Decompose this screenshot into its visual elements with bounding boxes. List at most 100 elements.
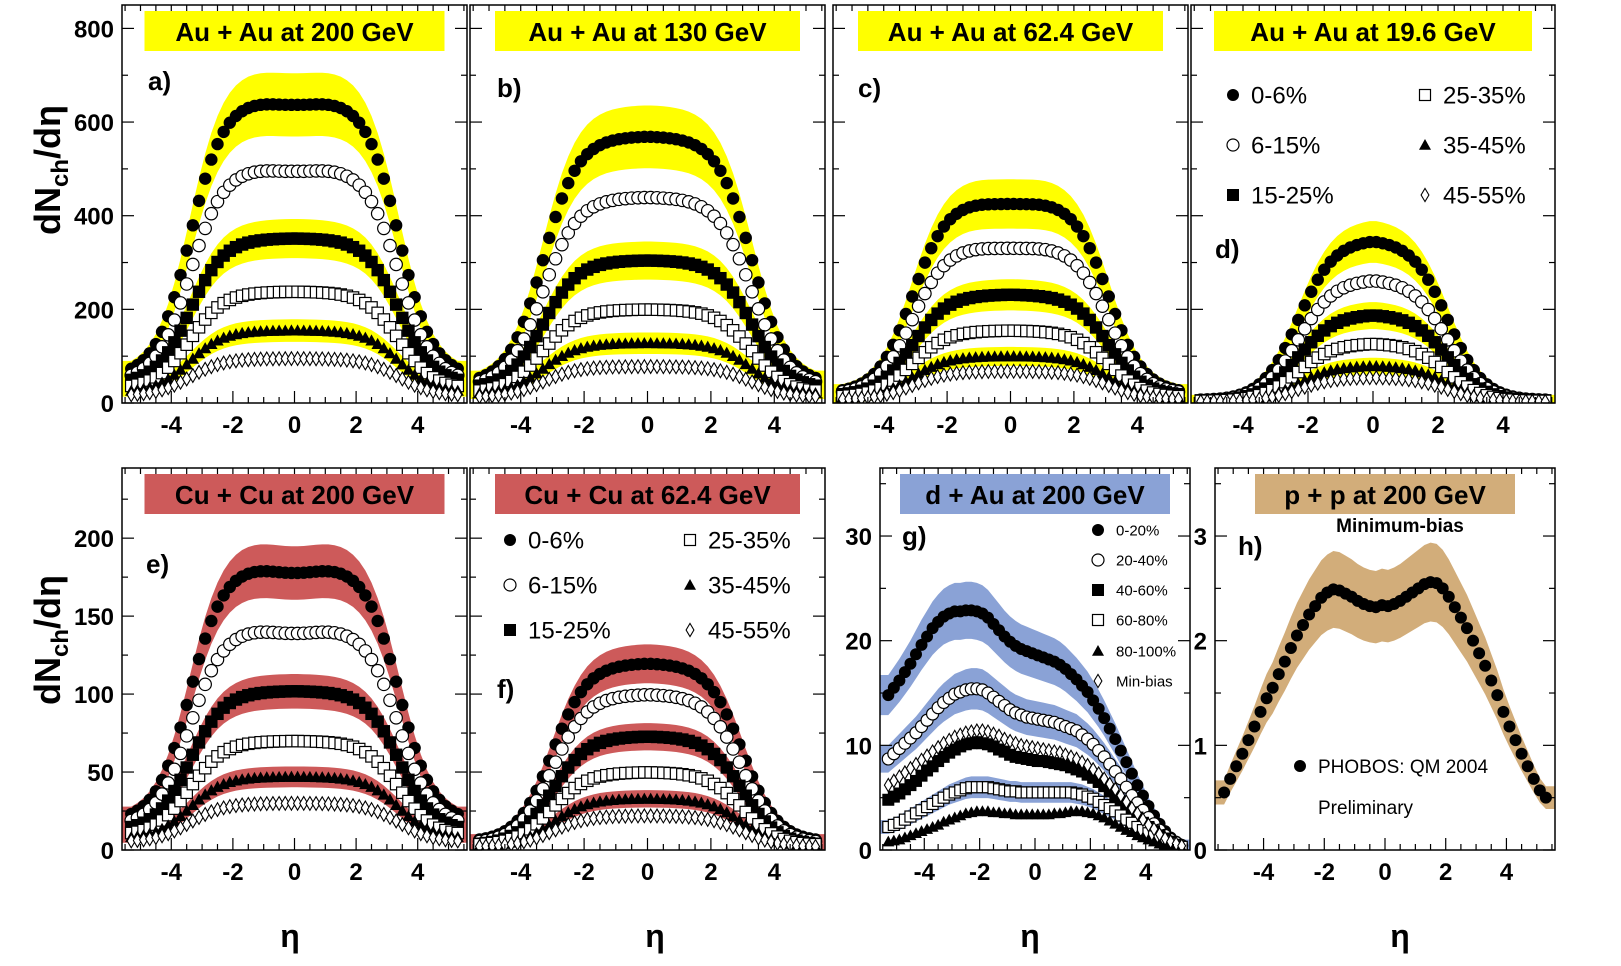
data-point	[377, 221, 391, 236]
data-point	[1077, 229, 1090, 243]
data-point	[983, 363, 993, 380]
data-point	[1053, 364, 1063, 381]
data-point	[336, 796, 346, 813]
legend-marker	[1091, 613, 1105, 627]
data-point	[1105, 776, 1115, 792]
systematic-band	[122, 544, 467, 822]
data-point	[1038, 741, 1048, 758]
y-axis-title-main: dN	[27, 187, 68, 235]
data-point	[211, 600, 224, 613]
data-point	[1082, 275, 1097, 290]
data-point	[440, 385, 451, 402]
data-point	[360, 799, 371, 816]
data-point	[179, 277, 194, 291]
data-point	[747, 374, 757, 390]
data-point	[1475, 390, 1485, 403]
data-point	[733, 799, 746, 812]
data-point	[536, 318, 550, 331]
data-point	[703, 811, 713, 828]
legend-marker	[1092, 645, 1104, 656]
data-point	[738, 768, 753, 783]
data-point	[752, 276, 765, 289]
data-point	[354, 798, 364, 815]
panel-title: Au + Au at 62.4 GeV	[888, 17, 1134, 47]
data-point	[1009, 363, 1019, 380]
data-point	[798, 838, 808, 850]
series-15-25-	[473, 254, 822, 392]
x-tick-label: -4	[161, 859, 183, 886]
data-point	[844, 391, 854, 403]
systematic-band	[470, 332, 825, 400]
data-point	[542, 267, 557, 282]
data-point	[396, 804, 409, 816]
x-tick-label: 4	[1131, 412, 1145, 439]
data-point	[734, 368, 745, 385]
x-tick-label: 2	[349, 859, 362, 886]
legend-label: 0-6%	[528, 528, 584, 555]
data-point	[549, 295, 562, 309]
data-point	[1440, 332, 1455, 347]
data-point	[658, 358, 669, 375]
legend-marker	[1420, 187, 1430, 203]
data-point	[726, 742, 740, 756]
legend-label: 6-15%	[1251, 133, 1320, 160]
legend-marker	[684, 579, 696, 590]
panel-title-banner	[1255, 474, 1515, 514]
data-point	[204, 663, 219, 678]
y-tick-label: 200	[74, 526, 114, 553]
panel-title: Au + Au at 200 GeV	[175, 17, 414, 47]
data-point	[173, 296, 188, 310]
data-point	[1448, 601, 1461, 614]
data-point	[186, 798, 200, 811]
data-point	[366, 356, 377, 373]
data-point	[909, 648, 922, 661]
systematic-band	[122, 766, 467, 843]
systematic-band	[1215, 542, 1555, 810]
data-point	[1435, 299, 1448, 312]
data-point	[487, 838, 497, 850]
panel-g: -4 -2 0 2 4 0 10 20 30 d + Au at 200 GeV g)	[845, 467, 1191, 886]
plot-area	[470, 105, 825, 403]
data-point	[524, 340, 537, 354]
data-point	[377, 342, 391, 354]
data-point	[352, 116, 366, 129]
data-point	[1305, 285, 1318, 298]
data-point	[403, 820, 414, 836]
data-point	[1016, 737, 1026, 754]
data-point	[323, 795, 334, 812]
data-point	[1391, 370, 1401, 387]
data-point	[758, 340, 771, 354]
x-tick-label: 0	[1004, 412, 1017, 439]
data-point	[453, 833, 463, 849]
data-point	[1127, 800, 1137, 816]
data-point	[1060, 747, 1070, 763]
data-point	[348, 797, 358, 814]
data-point	[192, 347, 206, 359]
data-point	[1254, 705, 1267, 718]
data-point	[1298, 299, 1311, 312]
data-point	[342, 797, 352, 813]
data-point	[1272, 668, 1285, 681]
data-point	[180, 358, 193, 370]
data-point	[180, 698, 193, 712]
data-point	[760, 379, 770, 396]
data-point	[646, 807, 656, 824]
data-point	[481, 388, 491, 403]
data-point	[752, 367, 765, 379]
data-point	[996, 363, 1006, 380]
panel-title: p + p at 200 GeV	[1284, 480, 1486, 510]
series-45-55-	[126, 795, 463, 849]
data-point	[305, 350, 315, 367]
x-tick-label: 4	[1139, 859, 1153, 886]
data-point	[262, 351, 272, 367]
data-point	[198, 677, 212, 692]
y-tick-label: 0	[1194, 838, 1207, 865]
x-tick-label: 4	[1496, 412, 1510, 439]
data-point	[342, 352, 352, 369]
data-point	[720, 806, 733, 818]
data-point	[739, 818, 752, 830]
data-point	[745, 253, 759, 267]
data-point	[548, 755, 563, 769]
data-point	[1436, 379, 1446, 396]
